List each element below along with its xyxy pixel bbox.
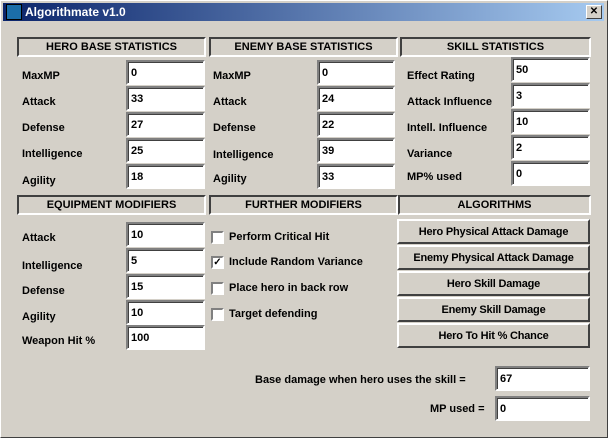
hero-label-2: Defense — [22, 122, 65, 134]
further-modifiers-header: FURTHER MODIFIERS — [209, 195, 398, 215]
equipment-label-3: Agility — [22, 311, 56, 323]
checkbox-label-0[interactable]: Perform Critical Hit — [229, 231, 330, 243]
base-damage-output[interactable] — [495, 366, 590, 391]
hero-input-1[interactable] — [126, 86, 205, 111]
skill-label-2: Intell. Influence — [407, 122, 488, 134]
title-bar[interactable]: Algorithmate v1.0 — [3, 3, 604, 21]
enemy-input-3[interactable] — [317, 138, 395, 163]
equipment-label-1: Intelligence — [22, 260, 83, 272]
checkbox-3[interactable] — [211, 308, 224, 321]
skill-label-1: Attack Influence — [407, 96, 492, 108]
algorithm-button-1[interactable]: Enemy Physical Attack Damage — [397, 245, 590, 270]
equipment-input-0[interactable] — [126, 222, 205, 247]
hero-input-2[interactable] — [126, 112, 205, 137]
equipment-input-1[interactable] — [126, 248, 205, 273]
base-damage-label: Base damage when hero uses the skill = — [255, 374, 466, 386]
hero-input-4[interactable] — [126, 164, 205, 189]
equipment-label-0: Attack — [22, 232, 56, 244]
enemy-label-3: Intelligence — [213, 149, 274, 161]
enemy-stats-header: ENEMY BASE STATISTICS — [209, 37, 398, 57]
skill-label-3: Variance — [407, 148, 453, 160]
hero-label-1: Attack — [22, 96, 56, 108]
skill-input-3[interactable] — [511, 135, 590, 160]
hero-input-0[interactable] — [126, 60, 205, 85]
enemy-label-1: Attack — [213, 96, 247, 108]
algorithms-header: ALGORITHMS — [398, 195, 591, 215]
checkbox-0[interactable] — [211, 231, 224, 244]
algorithm-button-4[interactable]: Hero To Hit % Chance — [397, 323, 590, 348]
equipment-input-3[interactable] — [126, 300, 205, 325]
equipment-label-2: Defense — [22, 285, 65, 297]
equipment-modifiers-header: EQUIPMENT MODIFIERS — [17, 195, 206, 215]
algorithm-button-3[interactable]: Enemy Skill Damage — [397, 297, 590, 322]
algorithm-button-0[interactable]: Hero Physical Attack Damage — [397, 219, 590, 244]
skill-label-4: MP% used — [407, 171, 463, 183]
checkbox-label-1[interactable]: Include Random Variance — [229, 256, 363, 268]
hero-label-3: Intelligence — [22, 148, 83, 160]
mp-used-label: MP used = — [430, 403, 485, 415]
close-button[interactable]: ✕ — [586, 5, 602, 19]
hero-label-4: Agility — [22, 175, 56, 187]
hero-label-0: MaxMP — [22, 70, 60, 82]
enemy-label-4: Agility — [213, 173, 247, 185]
enemy-label-2: Defense — [213, 122, 256, 134]
skill-input-0[interactable] — [511, 57, 590, 82]
app-icon — [6, 4, 22, 20]
algorithm-button-2[interactable]: Hero Skill Damage — [397, 271, 590, 296]
enemy-label-0: MaxMP — [213, 70, 251, 82]
checkbox-label-3[interactable]: Target defending — [229, 308, 318, 320]
enemy-input-4[interactable] — [317, 164, 395, 189]
mp-used-output[interactable] — [495, 396, 590, 421]
equipment-label-4: Weapon Hit % — [22, 335, 96, 347]
enemy-input-1[interactable] — [317, 86, 395, 111]
hero-input-3[interactable] — [126, 138, 205, 163]
checkbox-1[interactable]: ✓ — [211, 256, 224, 269]
hero-stats-header: HERO BASE STATISTICS — [17, 37, 206, 57]
equipment-input-2[interactable] — [126, 274, 205, 299]
checkbox-2[interactable] — [211, 282, 224, 295]
skill-label-0: Effect Rating — [407, 70, 475, 82]
skill-input-1[interactable] — [511, 83, 590, 108]
skill-input-4[interactable] — [511, 161, 590, 186]
skill-input-2[interactable] — [511, 109, 590, 134]
equipment-input-4[interactable] — [126, 325, 205, 350]
enemy-input-0[interactable] — [317, 60, 395, 85]
enemy-input-2[interactable] — [317, 112, 395, 137]
window-title: Algorithmate v1.0 — [25, 5, 126, 19]
checkbox-label-2[interactable]: Place hero in back row — [229, 282, 349, 294]
skill-stats-header: SKILL STATISTICS — [400, 37, 591, 57]
